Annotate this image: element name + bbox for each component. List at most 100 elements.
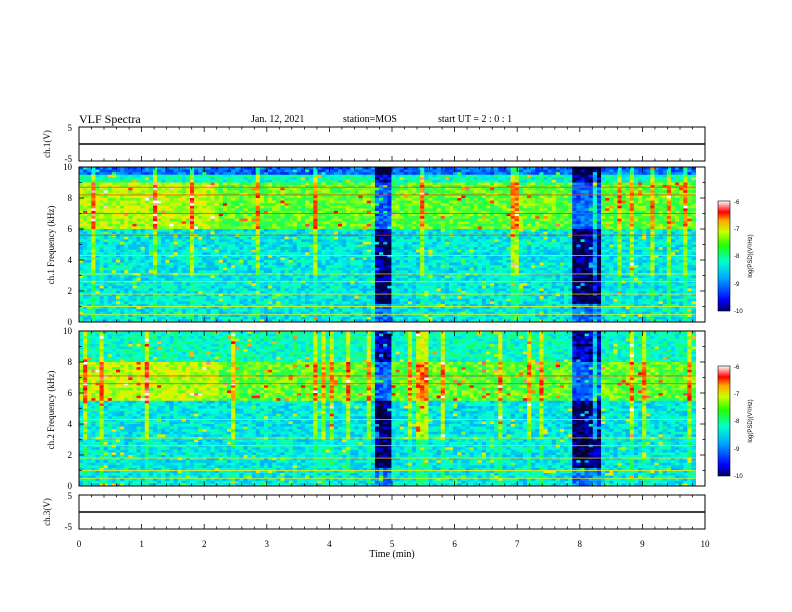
spectrogram-cell xyxy=(161,232,166,235)
spectrogram-cell xyxy=(289,276,294,279)
spectrogram-cell xyxy=(391,291,396,294)
spectrogram-cell xyxy=(371,180,376,183)
spectrogram-cell xyxy=(202,250,207,253)
spectrogram-cell xyxy=(120,221,125,224)
spectrogram-cell xyxy=(100,239,105,242)
spectrogram-cell xyxy=(211,250,216,253)
spectrogram-cell xyxy=(87,309,92,312)
spectrogram-cell xyxy=(313,180,318,183)
spectrogram-cell xyxy=(309,276,314,279)
spectrogram-cell xyxy=(256,193,261,196)
spectrogram-cell xyxy=(338,242,343,245)
spectrogram-cell xyxy=(252,252,257,255)
spectrogram-cell xyxy=(383,286,388,289)
spectrogram-cell xyxy=(272,237,277,240)
spectrogram-cell xyxy=(289,183,294,186)
spectrogram-cell xyxy=(338,206,343,209)
spectrogram-cell xyxy=(182,226,187,229)
spectrogram-cell xyxy=(87,208,92,211)
spectrogram-cell xyxy=(79,263,84,266)
spectrogram-cell xyxy=(330,172,335,175)
spectrogram-cell xyxy=(149,245,154,248)
spectrogram-cell xyxy=(215,234,220,237)
spectrogram-cell xyxy=(243,250,248,253)
spectrogram-cell xyxy=(396,229,401,232)
spectrogram-cell xyxy=(211,190,216,193)
spectrogram-cell xyxy=(157,299,162,302)
spectrogram-cell xyxy=(346,270,351,273)
spectrogram-cell xyxy=(375,299,380,302)
spectrogram-cell xyxy=(256,309,261,312)
spectrogram-cell xyxy=(408,265,413,268)
spectrogram-cell xyxy=(108,252,113,255)
spectrogram-cell xyxy=(149,177,154,180)
spectrogram-cell xyxy=(248,283,253,286)
spectrogram-cell xyxy=(137,219,142,222)
spectrogram-cell xyxy=(161,252,166,255)
spectrogram-cell xyxy=(227,188,232,191)
spectrogram-cell xyxy=(186,177,191,180)
spectrogram-cell xyxy=(268,193,273,196)
spectrogram-cell xyxy=(396,263,401,266)
spectrogram-cell xyxy=(260,247,265,250)
spectrogram-cell xyxy=(408,195,413,198)
spectrogram-cell xyxy=(235,317,240,320)
spectrogram-cell xyxy=(404,183,409,186)
spectrogram-cell xyxy=(293,309,298,312)
spectrogram-cell xyxy=(149,219,154,222)
spectrogram-cell xyxy=(256,281,261,284)
spectrogram-cell xyxy=(100,270,105,273)
spectrogram-cell xyxy=(305,299,310,302)
spectrogram-cell xyxy=(128,299,133,302)
spectrogram-cell xyxy=(190,283,195,286)
spectrogram-cell xyxy=(346,183,351,186)
spectrogram-cell xyxy=(108,283,113,286)
spectrogram-cell xyxy=(108,229,113,232)
spectrogram-cell xyxy=(149,180,154,183)
spectrogram-cell xyxy=(194,252,199,255)
spectrogram-cell xyxy=(285,265,290,268)
spectrogram-cell xyxy=(338,221,343,224)
spectrogram-cell xyxy=(276,203,281,206)
spectrogram-cell xyxy=(87,216,92,219)
spectrogram-cell xyxy=(396,250,401,253)
spectrogram-cell xyxy=(359,180,364,183)
spectrogram-cell xyxy=(375,245,380,248)
spectrogram-cell xyxy=(289,208,294,211)
spectrogram-cell xyxy=(280,301,285,304)
spectrogram-cell xyxy=(375,260,380,263)
spectrogram-cell xyxy=(375,309,380,312)
spectrogram-cell xyxy=(305,193,310,196)
spectrogram-cell xyxy=(252,198,257,201)
spectrogram-cell xyxy=(400,252,405,255)
spectrogram-cell xyxy=(112,226,117,229)
spectrogram-cell xyxy=(161,245,166,248)
spectrogram-cell xyxy=(289,234,294,237)
spectrogram-cell xyxy=(400,288,405,291)
spectrogram-cell xyxy=(363,257,368,260)
spectrogram-cell xyxy=(112,296,117,299)
spectrogram-cell xyxy=(223,195,228,198)
spectrogram-cell xyxy=(248,229,253,232)
spectrogram-cell xyxy=(157,239,162,242)
spectrogram-cell xyxy=(375,206,380,209)
spectrogram-cell xyxy=(137,242,142,245)
spectrogram-cell xyxy=(165,219,170,222)
spectrogram-cell xyxy=(309,252,314,255)
spectrogram-cell xyxy=(276,175,281,178)
spectrogram-cell xyxy=(338,252,343,255)
spectrogram-cell xyxy=(227,216,232,219)
spectrogram-cell xyxy=(338,317,343,320)
spectrogram-cell xyxy=(190,250,195,253)
spectrogram-cell xyxy=(371,273,376,276)
spectrogram-cell xyxy=(95,299,100,302)
spectrogram-cell xyxy=(301,242,306,245)
spectrogram-cell xyxy=(326,268,331,271)
spectrogram-cell xyxy=(248,234,253,237)
spectrogram-cell xyxy=(124,234,129,237)
spectrogram-cell xyxy=(186,252,191,255)
spectrogram-cell xyxy=(375,180,380,183)
spectrogram-cell xyxy=(354,260,359,263)
spectrogram-cell xyxy=(272,286,277,289)
spectrogram-cell xyxy=(280,299,285,302)
